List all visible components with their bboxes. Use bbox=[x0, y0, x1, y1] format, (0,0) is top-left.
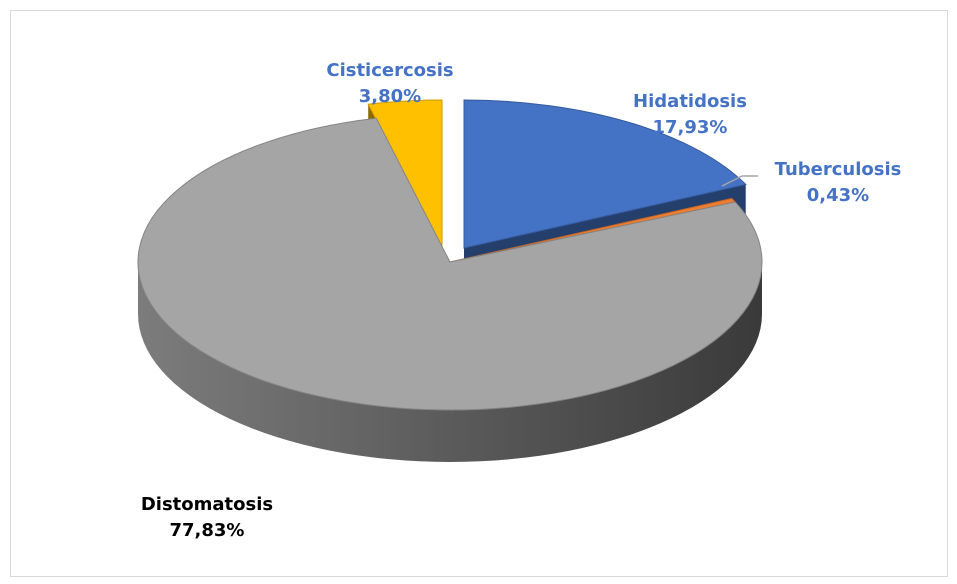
value-label: 77,83% bbox=[170, 520, 245, 541]
labels: Hidatidosis 17,93% Tuberculosis 0,43% Distom… bbox=[141, 60, 901, 541]
category-label: Distomatosis bbox=[141, 494, 273, 515]
value-label: 17,93% bbox=[653, 117, 728, 138]
leader-line bbox=[721, 175, 758, 187]
category-label: Hidatidosis bbox=[633, 91, 747, 112]
value-label: 0,43% bbox=[807, 185, 869, 206]
slice bbox=[463, 99, 747, 249]
category-label: Cisticercosis bbox=[326, 60, 453, 81]
pie bbox=[137, 99, 763, 462]
slice bbox=[137, 117, 763, 411]
category-label: Tuberculosis bbox=[775, 159, 902, 180]
slice-side bbox=[138, 262, 762, 462]
value-label: 3,80% bbox=[359, 86, 421, 107]
